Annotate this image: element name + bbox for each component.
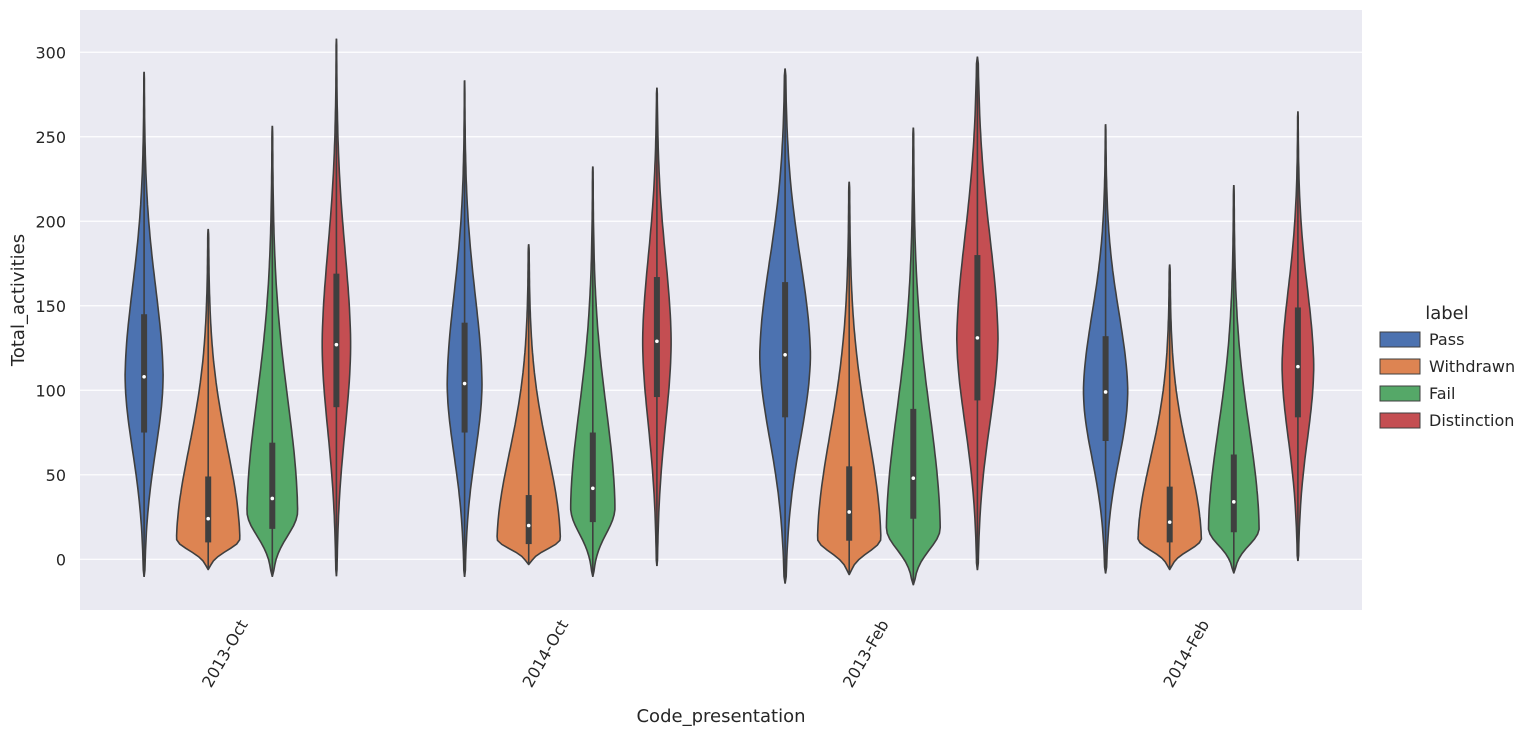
violin-iqr-box xyxy=(333,273,340,408)
violin-median-dot xyxy=(783,352,787,357)
violin-iqr-box xyxy=(974,255,981,401)
x-axis-ticks: 2013-Oct 2014-Oct 2013-Feb 2014-Feb xyxy=(198,617,1213,691)
legend-label-withdrawn: Withdrawn xyxy=(1429,357,1515,376)
violin-median-dot xyxy=(462,381,467,386)
legend-swatch-fail xyxy=(1379,385,1421,402)
y-axis-ticks: 0 50 100 150 200 250 300 xyxy=(35,43,66,569)
violin-median-dot xyxy=(1103,390,1108,394)
violin-iqr-box xyxy=(1230,454,1237,533)
violin-iqr-box xyxy=(269,442,276,529)
x-tick-label: 2014-Feb xyxy=(1159,617,1213,691)
violin-iqr-box xyxy=(1102,336,1109,441)
violin-median-dot xyxy=(847,510,851,514)
y-tick-label: 250 xyxy=(35,128,66,147)
violin-median-dot xyxy=(975,336,980,340)
violins xyxy=(124,38,1315,586)
y-tick-label: 200 xyxy=(35,212,66,231)
legend-label-distinction: Distinction xyxy=(1429,411,1514,430)
violin-iqr-box xyxy=(141,314,148,433)
legend-swatch-distinction xyxy=(1379,412,1421,429)
violin-median-dot xyxy=(526,523,531,528)
x-axis-label: Code_presentation xyxy=(636,706,805,727)
y-axis-label: Total_activities xyxy=(8,234,29,367)
legend-title: label xyxy=(1425,303,1469,324)
violin-median-dot xyxy=(1232,500,1236,504)
violin-median-dot xyxy=(655,339,659,344)
legend-swatch-pass xyxy=(1379,331,1421,348)
y-tick-label: 100 xyxy=(35,381,66,400)
violin-median-dot xyxy=(334,342,339,347)
violin-median-dot xyxy=(142,374,146,379)
y-tick-label: 300 xyxy=(35,43,66,62)
violin-iqr-box xyxy=(910,408,917,519)
violin-iqr-box xyxy=(1166,486,1173,543)
violin-iqr-box xyxy=(525,495,532,545)
legend-label-pass: Pass xyxy=(1429,330,1464,349)
legend: label Pass Withdrawn Fail Distinction xyxy=(1379,303,1515,430)
violin-iqr-box xyxy=(653,277,660,398)
violin-iqr-box xyxy=(461,322,468,433)
legend-swatch-withdrawn xyxy=(1379,358,1421,375)
violin-iqr-box xyxy=(782,282,789,418)
violin-median-dot xyxy=(911,476,916,480)
violin-iqr-box xyxy=(205,476,212,543)
x-tick-label: 2014-Oct xyxy=(518,617,572,691)
x-tick-label: 2013-Oct xyxy=(198,617,252,691)
violin-iqr-box xyxy=(1294,307,1301,418)
violin-median-dot xyxy=(206,516,210,521)
violin-median-dot xyxy=(1296,364,1300,369)
y-tick-label: 150 xyxy=(35,297,66,316)
y-tick-label: 50 xyxy=(46,466,66,485)
violin-iqr-box xyxy=(846,466,853,541)
violin-median-dot xyxy=(270,496,275,501)
y-tick-label: 0 xyxy=(56,550,66,569)
violin-median-dot xyxy=(591,486,595,491)
violin-iqr-box xyxy=(589,432,596,523)
legend-label-fail: Fail xyxy=(1429,384,1455,403)
violin-median-dot xyxy=(1167,520,1172,524)
x-tick-label: 2013-Feb xyxy=(839,617,893,691)
